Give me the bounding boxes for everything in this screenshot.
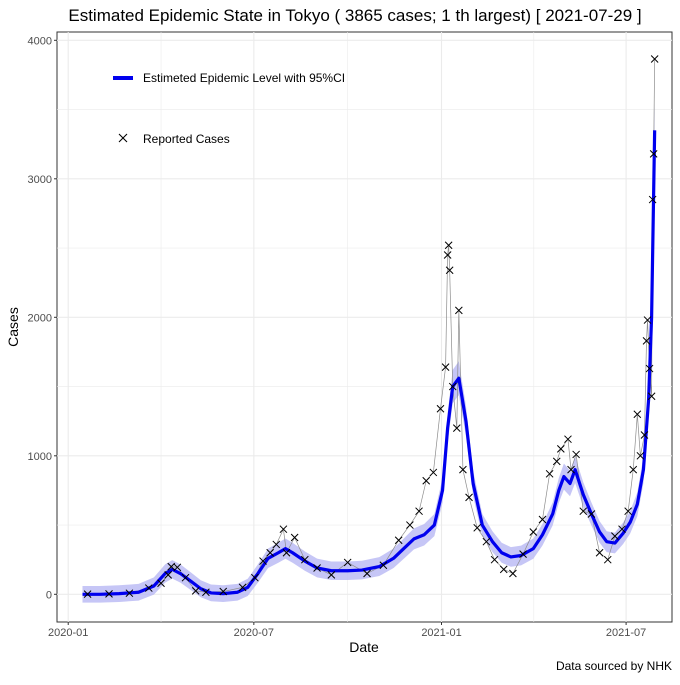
reported-case-point [645, 364, 654, 373]
caption: Data sourced by NHK [556, 659, 672, 673]
reported-case-point [649, 150, 658, 158]
reported-case-point [490, 555, 499, 564]
x-tick-label: 2020-01 [48, 627, 88, 639]
reported-case-point [499, 565, 508, 574]
reported-case-point [611, 532, 619, 540]
reported-case-point [640, 431, 649, 439]
reported-case-point [363, 569, 371, 578]
reported-case-point [459, 465, 467, 474]
reported-case-point [595, 548, 604, 557]
reported-case-point [441, 363, 450, 372]
reported-case-point [572, 450, 580, 459]
reported-case-point [259, 557, 267, 565]
y-tick-label: 0 [46, 589, 52, 601]
plot-panel [56, 31, 673, 623]
reported-case-point [272, 540, 281, 549]
y-tick-label: 2000 [28, 312, 52, 324]
reported-case-point [618, 525, 626, 534]
chart-title: Estimated Epidemic State in Tokyo ( 3865… [68, 6, 641, 25]
reported-case-point [633, 410, 642, 419]
y-axis-label: Cases [5, 307, 21, 347]
y-tick-label: 1000 [28, 451, 52, 463]
reported-case-point [415, 507, 423, 516]
reported-case-point [473, 523, 482, 532]
reported-cases-layer [83, 55, 659, 599]
reported-case-point [579, 507, 588, 516]
reported-case-point [587, 510, 596, 518]
reported-case-point [436, 404, 445, 413]
reported-case-point [482, 537, 491, 546]
reported-case-point [647, 392, 656, 401]
reported-case-point [448, 382, 457, 391]
reported-case-point [83, 590, 92, 599]
reported-case-point [157, 579, 165, 588]
reported-case-point [327, 571, 336, 579]
reported-case-point [282, 548, 291, 557]
reported-case-point [313, 564, 321, 572]
y-tick-label: 3000 [28, 174, 52, 186]
reported-case-point [454, 306, 463, 315]
reported-case-point [636, 451, 645, 460]
reported-case-point [379, 561, 388, 570]
reported-case-point [603, 555, 612, 564]
reported-case-point [642, 336, 651, 345]
x-axis-label: Date [349, 639, 379, 655]
reported-case-point [173, 563, 182, 572]
level-line-layer [82, 130, 657, 596]
reported-case-point [394, 536, 403, 545]
x-tick-label: 2020-07 [234, 627, 274, 639]
reported-case-point [519, 550, 527, 558]
legend-cross-symbol [118, 133, 128, 143]
reported-case-point [624, 507, 632, 516]
reported-case-point [422, 476, 431, 485]
reported-case-point [445, 266, 454, 275]
reported-case-point [125, 589, 134, 598]
reported-case-point [290, 533, 299, 542]
reported-case-point [629, 465, 638, 474]
reported-case-point [266, 548, 275, 557]
reported-case-point [564, 435, 572, 444]
reported-case-point [191, 586, 200, 595]
x-tick-label: 2021-07 [606, 627, 646, 639]
reported-case-point [509, 569, 517, 578]
reported-case-point [144, 584, 153, 592]
reported-case-point [444, 241, 453, 250]
reported-case-point [567, 465, 575, 474]
y-tick-label: 4000 [28, 35, 52, 47]
reported-case-point [251, 573, 259, 582]
legend: Estimeted Epidemic Level with 95%CI Repo… [113, 71, 345, 146]
reported-case-point [164, 571, 173, 579]
reported-case-point [465, 493, 473, 502]
level-line [82, 130, 657, 596]
axes: 0 1000 2000 3000 4000 2020-01 2020-07 2021-01 20… [28, 35, 647, 639]
reported-case-point [238, 583, 247, 592]
grid-lines [57, 32, 672, 622]
reported-case-point [545, 469, 554, 478]
reported-case-point [529, 528, 538, 536]
reported-case-point [556, 445, 565, 453]
reported-case-point [643, 316, 652, 324]
reported-case-point [648, 195, 657, 204]
legend-label-reported: Reported Cases [143, 132, 230, 146]
reported-case-point [219, 587, 228, 596]
legend-label-level: Estimeted Epidemic Level with 95%CI [143, 71, 345, 85]
reported-case-point [105, 590, 113, 598]
reported-case-point [538, 515, 547, 524]
reported-case-point [343, 558, 352, 567]
reported-case-point [181, 573, 190, 582]
reported-case-point [406, 521, 414, 529]
reported-case-point [552, 457, 561, 466]
reported-case-point [279, 525, 288, 534]
x-tick-label: 2021-01 [421, 627, 461, 639]
reported-case-point [429, 468, 438, 477]
reported-case-point [443, 251, 452, 259]
reported-case-point [452, 424, 461, 432]
reported-case-point [202, 588, 210, 597]
reported-case-point [300, 555, 309, 564]
reported-case-point [167, 562, 176, 571]
reported-case-point [650, 55, 659, 63]
